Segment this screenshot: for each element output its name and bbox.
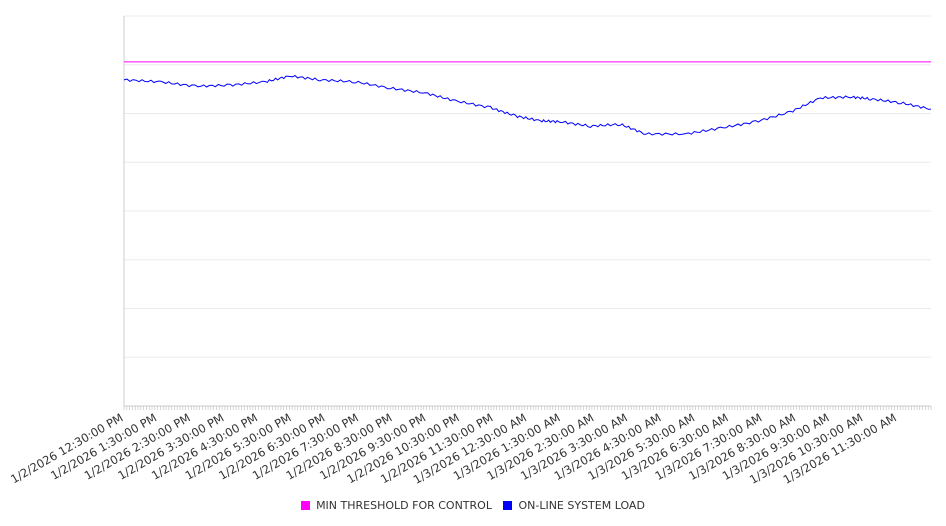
legend-label-load: ON-LINE SYSTEM LOAD (518, 499, 645, 512)
load-line (123, 74, 932, 136)
legend: MIN THRESHOLD FOR CONTROL ON-LINE SYSTEM… (0, 499, 946, 513)
legend-swatch-load (503, 501, 513, 510)
legend-swatch-threshold (301, 501, 311, 510)
legend-item-threshold[interactable]: MIN THRESHOLD FOR CONTROL (301, 499, 492, 512)
legend-label-threshold: MIN THRESHOLD FOR CONTROL (316, 499, 492, 512)
legend-item-load[interactable]: ON-LINE SYSTEM LOAD (503, 499, 645, 512)
